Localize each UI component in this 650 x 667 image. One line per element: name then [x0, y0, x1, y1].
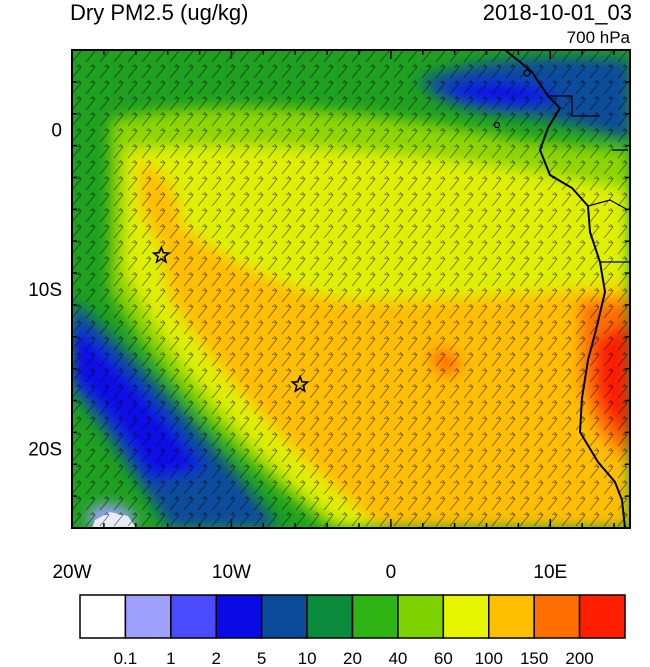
colorbar-label: 20 [343, 649, 362, 667]
star-site-1-icon [151, 245, 171, 264]
site-markers [151, 245, 310, 393]
lat-tick-label: 0 [51, 121, 62, 142]
lat-tick-label: 20S [28, 439, 62, 460]
colorbar-swatch [260, 594, 308, 639]
colorbar-label: 200 [565, 649, 593, 667]
lat-tick-label: 10S [28, 280, 62, 301]
colorbar-swatch [124, 594, 172, 639]
colorbar-label: 5 [257, 649, 266, 667]
colorbar-swatch [442, 594, 490, 639]
colorbar-swatch [397, 594, 445, 639]
lon-tick-label: 10E [533, 562, 567, 583]
colorbar-label: 2 [212, 649, 221, 667]
colorbar-swatch [215, 594, 263, 639]
colorbar-swatch [79, 594, 127, 639]
colorbar [79, 594, 626, 639]
colorbar-label: 150 [520, 649, 548, 667]
lon-tick-label: 10W [212, 562, 251, 583]
axis-ticks [71, 49, 630, 529]
colorbar-labels: 0.1 1 2 5 10 20 40 60 100 150 200 [114, 649, 594, 667]
concentration-field [72, 50, 630, 528]
pressure-level: 700 hPa [566, 28, 630, 47]
colorbar-swatch [578, 594, 626, 639]
colorbar-label: 100 [475, 649, 503, 667]
axis-tick-labels: 20W 10W 0 10E 0 10S 20S [28, 121, 567, 583]
map-title: Dry PM2.5 (ug/kg) [70, 0, 249, 25]
colorbar-swatch [533, 594, 581, 639]
colorbar-swatch [488, 594, 535, 639]
colorbar-swatch [351, 594, 399, 639]
lon-tick-label: 20W [52, 562, 91, 583]
colorbar-label: 1 [166, 649, 175, 667]
colorbar-label: 60 [434, 649, 453, 667]
colorbar-label: 10 [298, 649, 317, 667]
colorbar-label: 0.1 [114, 649, 138, 667]
colorbar-swatch [170, 594, 217, 639]
star-site-2-icon [290, 374, 310, 393]
valid-time: 2018-10-01_03 [482, 0, 632, 25]
map-frame [71, 49, 631, 529]
colorbar-swatch [306, 594, 354, 639]
colorbar-label: 40 [388, 649, 407, 667]
lon-tick-label: 0 [386, 562, 397, 583]
